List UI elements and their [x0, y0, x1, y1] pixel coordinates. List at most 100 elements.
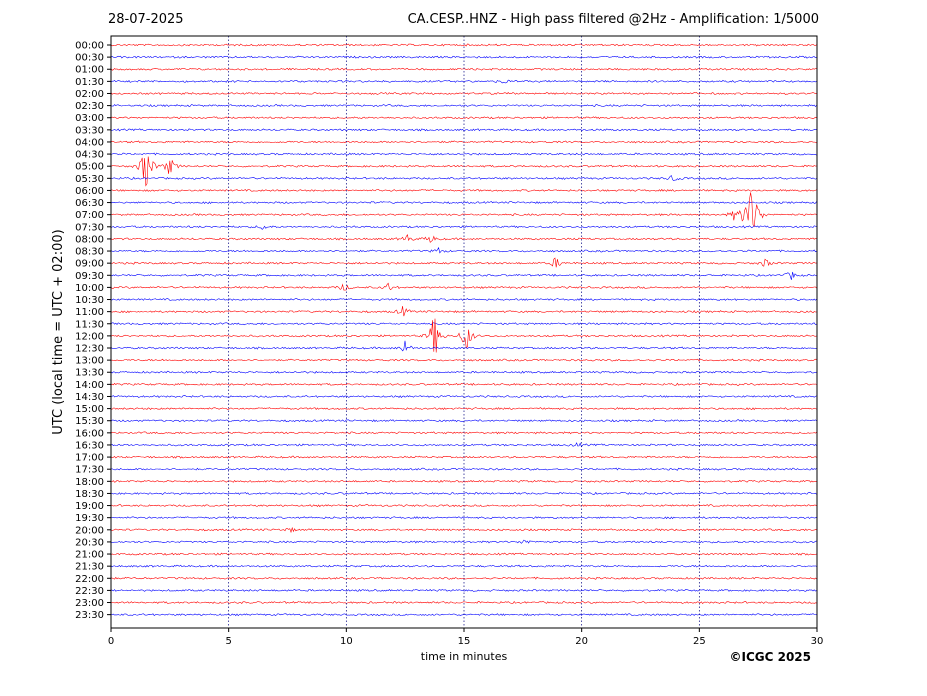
trace-group	[110, 43, 817, 617]
trace-2300	[110, 600, 817, 604]
trace-0130	[110, 79, 817, 84]
trace-0230	[110, 104, 817, 108]
y-tick-label: 04:30	[75, 150, 104, 161]
trace-0730	[110, 225, 817, 230]
trace-0500	[110, 156, 817, 187]
trace-1630	[110, 442, 817, 448]
trace-2230	[110, 588, 817, 592]
y-axis-label: UTC (local time = UTC + 02:00)	[51, 229, 66, 434]
y-tick-label: 17:00	[75, 453, 104, 464]
trace-2030	[110, 539, 817, 544]
trace-1830	[110, 491, 817, 495]
y-tick-label: 16:00	[75, 428, 104, 439]
trace-0430	[110, 152, 817, 156]
trace-1130	[110, 322, 817, 326]
y-tick-label: 21:30	[75, 562, 104, 573]
trace-1230	[110, 340, 817, 352]
trace-2100	[110, 552, 817, 556]
y-tick-label: 14:30	[75, 392, 104, 403]
trace-0700	[110, 192, 817, 228]
trace-1100	[110, 306, 817, 317]
trace-0600	[110, 188, 817, 192]
y-tick-label: 22:30	[75, 586, 104, 597]
trace-1600	[110, 431, 817, 435]
y-tick-group: 00:0000:3001:0001:3002:0002:3003:0003:30…	[75, 41, 111, 621]
y-tick-label: 16:30	[75, 440, 104, 451]
trace-0630	[110, 201, 817, 205]
y-tick-label: 02:30	[75, 101, 104, 112]
trace-2000	[110, 526, 817, 534]
y-tick-label: 15:00	[75, 404, 104, 415]
x-tick-label: 25	[693, 636, 706, 647]
trace-1330	[110, 370, 817, 374]
y-tick-label: 19:30	[75, 513, 104, 524]
y-tick-label: 18:30	[75, 489, 104, 500]
chart-title: CA.CESP..HNZ - High pass filtered @2Hz -…	[407, 12, 819, 27]
y-tick-label: 13:30	[75, 368, 104, 379]
y-tick-label: 04:00	[75, 137, 104, 148]
y-tick-label: 09:00	[75, 259, 104, 270]
trace-1900	[110, 504, 817, 508]
x-tick-label: 15	[458, 636, 471, 647]
y-tick-label: 10:00	[75, 283, 104, 294]
trace-0300	[110, 116, 817, 120]
y-tick-label: 01:30	[75, 77, 104, 88]
trace-0830	[110, 246, 817, 254]
y-tick-label: 12:30	[75, 344, 104, 355]
y-tick-label: 14:00	[75, 380, 104, 391]
y-tick-label: 09:30	[75, 271, 104, 282]
y-tick-label: 06:00	[75, 186, 104, 197]
y-tick-label: 23:30	[75, 610, 104, 621]
trace-1730	[110, 467, 817, 471]
y-tick-label: 01:00	[75, 65, 104, 76]
trace-2330	[110, 613, 817, 617]
y-tick-label: 11:00	[75, 307, 104, 318]
trace-0530	[110, 175, 817, 181]
y-tick-label: 15:30	[75, 416, 104, 427]
y-tick-label: 05:00	[75, 162, 104, 173]
y-tick-label: 10:30	[75, 295, 104, 306]
trace-0900	[110, 257, 817, 268]
copyright: ©ICGC 2025	[729, 650, 811, 664]
trace-0200	[110, 91, 817, 95]
y-tick-label: 02:00	[75, 89, 104, 100]
trace-1530	[110, 419, 817, 423]
x-tick-label: 10	[340, 636, 353, 647]
x-axis-label: time in minutes	[421, 650, 508, 663]
y-tick-label: 19:00	[75, 501, 104, 512]
x-tick-label: 20	[575, 636, 588, 647]
x-tick-label: 30	[811, 636, 824, 647]
y-tick-label: 07:00	[75, 210, 104, 221]
trace-1930	[110, 516, 817, 520]
trace-0330	[110, 128, 817, 132]
y-tick-label: 21:00	[75, 550, 104, 561]
trace-1200	[110, 318, 817, 353]
y-tick-label: 13:00	[75, 356, 104, 367]
trace-0800	[110, 234, 817, 243]
y-tick-label: 20:30	[75, 537, 104, 548]
y-tick-label: 00:00	[75, 41, 104, 52]
y-tick-label: 20:00	[75, 525, 104, 536]
y-tick-label: 03:30	[75, 125, 104, 136]
trace-1000	[110, 282, 817, 291]
x-tick-group: 0 5 10 15 20 25 30	[108, 628, 824, 647]
x-tick-label: 0	[108, 636, 114, 647]
y-tick-label: 08:30	[75, 247, 104, 258]
trace-0100	[110, 67, 817, 71]
trace-1400	[110, 382, 817, 386]
y-tick-label: 17:30	[75, 465, 104, 476]
trace-0930	[110, 271, 817, 280]
y-tick-label: 11:30	[75, 319, 104, 330]
x-tick-label: 5	[225, 636, 231, 647]
y-tick-label: 00:30	[75, 53, 104, 64]
y-tick-label: 06:30	[75, 198, 104, 209]
y-tick-label: 07:30	[75, 222, 104, 233]
y-tick-label: 05:30	[75, 174, 104, 185]
trace-1700	[110, 455, 817, 459]
y-tick-label: 18:00	[75, 477, 104, 488]
trace-0000	[110, 43, 817, 47]
y-tick-label: 12:00	[75, 331, 104, 342]
y-tick-label: 03:00	[75, 113, 104, 124]
trace-2130	[110, 564, 817, 568]
